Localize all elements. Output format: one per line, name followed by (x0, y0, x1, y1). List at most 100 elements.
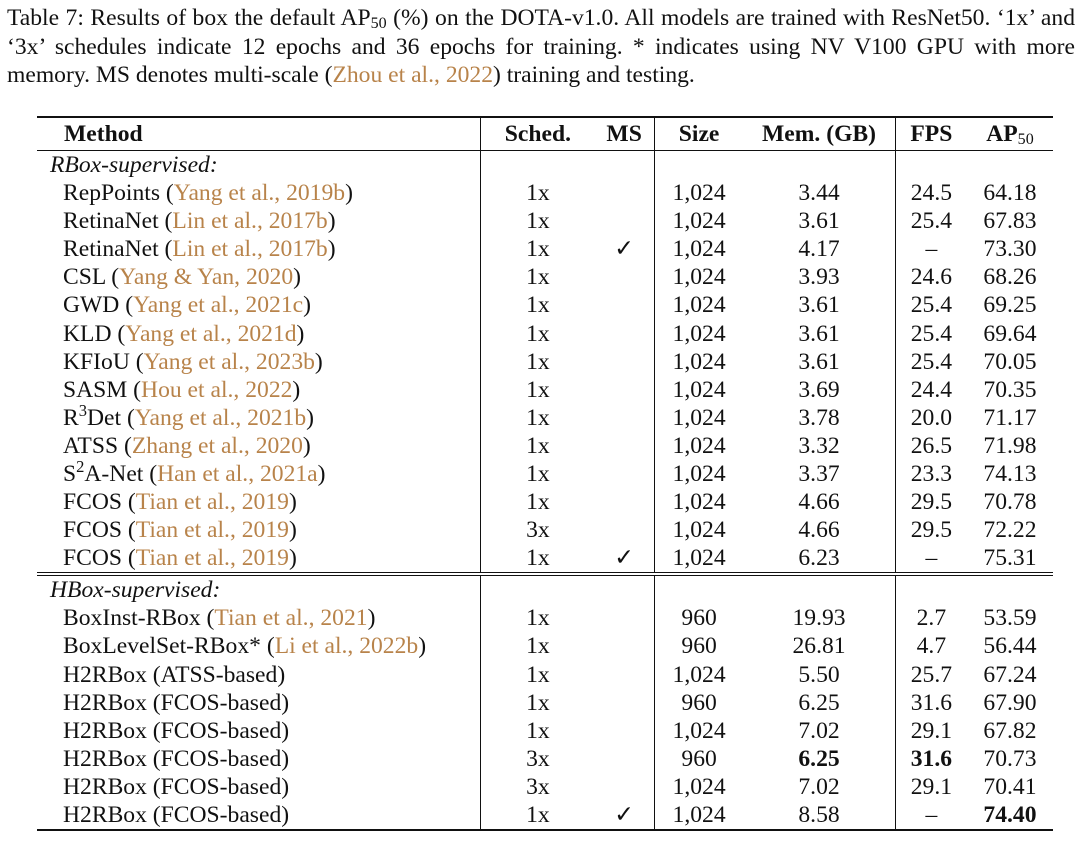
ap-cell: 53.59 (983, 605, 1037, 632)
table-row: H2RBox (FCOS-based) 1x ✓ 1,024 8.58–74.40 (37, 800, 1053, 832)
ms-cell (594, 263, 654, 291)
fps-cell: 24.4 (894, 375, 967, 404)
ms-cell (594, 773, 654, 801)
size-cell: 1,024 (653, 291, 744, 320)
mem-cell: 3.61 (798, 348, 840, 375)
sched-cell: 1x (480, 800, 595, 832)
fps-cell: 25.4 (894, 207, 967, 236)
mem-cell: 3.93 (798, 264, 840, 291)
ap-cell: 75.31 (983, 545, 1037, 572)
mem-cell: 6.25 (798, 745, 840, 772)
section-header-row: HBox-supervised: (37, 572, 1053, 605)
empty-cell (653, 150, 744, 179)
fps-cell: 24.6 (894, 263, 967, 292)
ap-cell: 70.41 (983, 773, 1037, 800)
ap-cell: 67.24 (983, 661, 1037, 688)
ms-cell (594, 207, 654, 235)
sched-cell: 3x (480, 516, 595, 545)
method-name: H2RBox (FCOS-based) (63, 717, 290, 744)
ms-cell (594, 604, 654, 632)
method-cell: S2A-Net (Han et al., 2021a) (63, 456, 326, 487)
method-superscript: 2 (76, 456, 85, 476)
size-cell: 1,024 (653, 459, 744, 489)
ap-cell: 70.35 (983, 376, 1037, 403)
fps-cell: 29.5 (894, 516, 967, 545)
size-cell: 1,024 (653, 516, 744, 545)
empty-cell (653, 572, 744, 605)
table-row: BoxInst-RBox (Tian et al., 2021) 1x 960 19.… (37, 604, 1053, 633)
citation-link[interactable]: Lin et al., 2017b (172, 236, 328, 263)
size-cell: 1,024 (653, 375, 744, 404)
citation-link[interactable]: Tian et al., 2021 (214, 605, 368, 632)
size-cell: 1,024 (653, 431, 744, 460)
ap-cell: 67.90 (983, 689, 1037, 716)
method-name: FCOS (63, 545, 123, 572)
ap-cell: 68.26 (983, 264, 1037, 291)
empty-cell (594, 572, 655, 605)
table-row: SASM (Hou et al., 2022) 1x 1,024 3.69 24.4 70… (37, 375, 1053, 404)
empty-cell (894, 150, 967, 179)
method-name: H2RBox (FCOS-based) (63, 802, 290, 829)
citation-link[interactable]: Li et al., 2022b (274, 633, 419, 660)
citation-link[interactable]: Yang et al., 2021b (134, 404, 307, 431)
ms-cell (594, 460, 654, 488)
table-row: S2A-Net (Han et al., 2021a) 1x 1,024 3.37 23… (37, 456, 1053, 489)
ms-cell (594, 689, 654, 717)
method-name: H2RBox (FCOS-based) (63, 745, 290, 772)
citation-link[interactable]: Lin et al., 2017b (172, 208, 328, 235)
citation-link[interactable]: Yang et al., 2023b (143, 348, 315, 375)
method-cell: KFIoU (Yang et al., 2023b) (63, 348, 323, 375)
method-name: H2RBox (ATSS-based) (63, 661, 286, 688)
citation-link[interactable]: Tian et al., 2019 (135, 489, 289, 516)
size-cell: 1,024 (653, 800, 744, 832)
table-row: GWD (Yang et al., 2021c) 1x 1,024 3.61 25.4 6… (37, 291, 1053, 320)
citation-link[interactable]: Tian et al., 2019 (135, 517, 289, 544)
ms-cell (594, 432, 654, 460)
method-cell: RepPoints (Yang et al., 2019b) (63, 180, 353, 207)
citation-link[interactable]: Han et al., 2021a (157, 460, 318, 487)
ap-cell: 74.40 (966, 800, 1053, 832)
method-name: S (63, 460, 77, 487)
results-table: Method Sched. MS Size Mem. (GB) FPS AP50… (37, 116, 1053, 832)
citation-link[interactable]: Yang et al., 2021c (133, 292, 304, 319)
sched-cell: 1x (480, 632, 595, 661)
table-row: FCOS (Tian et al., 2019) 1x 1,024 4.66 29.5 7… (37, 488, 1053, 517)
method-cell: BoxInst-RBox (Tian et al., 2021) (63, 605, 376, 632)
size-cell: 960 (653, 744, 744, 773)
method-name-suffix: A-Net (84, 460, 144, 487)
fps-cell: – (894, 544, 967, 575)
fps-cell: 25.4 (894, 291, 967, 320)
ms-cell (594, 488, 654, 516)
size-cell: 1,024 (653, 716, 744, 745)
citation-link[interactable]: Tian et al., 2019 (135, 545, 289, 572)
citation-link[interactable]: Yang et al., 2019b (173, 180, 346, 207)
ap-cell: 56.44 (983, 633, 1037, 660)
header-ap: AP50 (966, 116, 1053, 151)
method-cell: FCOS (Tian et al., 2019) (63, 545, 297, 572)
ms-cell: ✓ (614, 545, 635, 572)
sched-cell: 1x (480, 235, 595, 264)
mem-cell: 3.69 (798, 376, 840, 403)
mem-cell: 4.17 (798, 236, 840, 263)
ms-cell (594, 376, 654, 404)
header-mem: Mem. (GB) (743, 116, 896, 151)
table-caption: Table 7: Results of box the default AP50… (7, 5, 1075, 88)
sched-cell: 1x (480, 319, 595, 348)
section-header-row: RBox-supervised: (37, 150, 1053, 179)
method-cell: H2RBox (FCOS-based) (37, 689, 481, 717)
method-cell: RetinaNet (Lin et al., 2017b) (63, 208, 336, 235)
sched-cell: 1x (480, 431, 595, 460)
citation-link[interactable]: Yang & Yan, 2020 (119, 264, 294, 291)
method-name: ATSS (63, 432, 119, 459)
citation-link[interactable]: Yang et al., 2021d (125, 320, 297, 347)
fps-cell: 2.7 (894, 604, 967, 633)
method-name: RetinaNet (63, 208, 159, 235)
method-name: H2RBox (FCOS-based) (63, 689, 290, 716)
size-cell: 1,024 (653, 235, 744, 264)
method-superscript: 3 (78, 400, 88, 420)
table-row: BoxLevelSet-RBox* (Li et al., 2022b) 1x 96… (37, 632, 1053, 661)
citation-link[interactable]: Hou et al., 2022 (141, 376, 293, 403)
citation-link[interactable]: Zhou et al., 2022 (332, 62, 493, 88)
ms-cell (594, 632, 654, 660)
citation-link[interactable]: Zhang et al., 2020 (131, 432, 303, 459)
